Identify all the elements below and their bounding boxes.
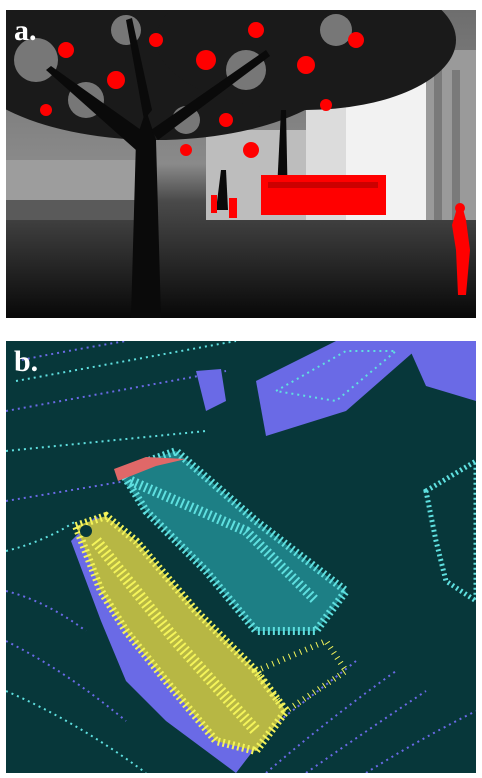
- building-cluster: [196, 341, 476, 436]
- canopy-highlight: [40, 22, 364, 158]
- point-cloud-panel: b.: [6, 341, 476, 773]
- red-patch: [114, 457, 186, 481]
- depth-image: [6, 10, 476, 318]
- scan-lines: [6, 341, 476, 773]
- pedestrian: [452, 205, 470, 295]
- depth-image-panel: a.: [6, 10, 476, 318]
- tree-trunk: [46, 18, 288, 318]
- point-cloud: [6, 341, 476, 773]
- panel-label-a: a.: [14, 14, 37, 47]
- car-cyan: [116, 451, 346, 631]
- bus: [261, 175, 386, 215]
- panel-label-b: b.: [14, 345, 39, 378]
